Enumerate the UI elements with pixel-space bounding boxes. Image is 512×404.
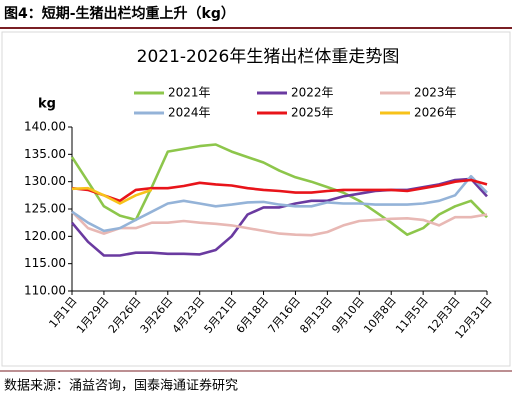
x-tick-label: 6月18日 bbox=[234, 295, 272, 336]
x-tick-label: 7月16日 bbox=[265, 295, 303, 336]
x-tick-label: 1月1日 bbox=[46, 295, 79, 331]
x-tick-label: 4月23日 bbox=[170, 295, 208, 336]
y-tick-label: 130.00 bbox=[24, 174, 66, 188]
y-tick-label: 135.00 bbox=[24, 147, 66, 161]
legend-label: 2025年 bbox=[291, 106, 334, 120]
y-tick-label: 110.00 bbox=[24, 284, 66, 298]
x-tick-label: 5月21日 bbox=[202, 295, 240, 336]
source: 数据来源：涌益咨询，国泰海通证券研究 bbox=[4, 378, 238, 394]
series-line bbox=[71, 210, 488, 237]
legend-label: 2021年 bbox=[168, 86, 211, 100]
x-tick-label: 9月10日 bbox=[329, 295, 367, 336]
x-tick-label: 1月29日 bbox=[74, 295, 112, 336]
x-tick-label: 3月26日 bbox=[138, 295, 176, 336]
y-axis-label: kg bbox=[38, 97, 56, 112]
series-line bbox=[71, 186, 153, 205]
series-line bbox=[71, 178, 488, 203]
x-tick-label: 2月26日 bbox=[106, 295, 144, 336]
figure-title: 图4：短期-生猪出栏均重上升（kg） bbox=[4, 5, 235, 22]
legend-label: 2022年 bbox=[291, 86, 334, 100]
legend-label: 2024年 bbox=[168, 106, 211, 120]
x-tick-label: 11月5日 bbox=[393, 295, 431, 336]
legend-label: 2023年 bbox=[414, 86, 457, 100]
x-tick-label: 8月13日 bbox=[297, 295, 335, 336]
chart-title: 2021-2026年生猪出栏体重走势图 bbox=[137, 47, 400, 67]
y-tick-label: 140.00 bbox=[24, 120, 66, 134]
legend-label: 2026年 bbox=[414, 106, 457, 120]
x-tick-label: 10月8日 bbox=[361, 295, 399, 336]
y-tick-label: 125.00 bbox=[24, 202, 66, 216]
y-tick-label: 120.00 bbox=[24, 229, 66, 243]
chart-frame bbox=[1, 31, 511, 367]
series-line bbox=[71, 174, 488, 233]
y-tick-label: 115.00 bbox=[24, 256, 66, 270]
series-line bbox=[70, 143, 488, 236]
